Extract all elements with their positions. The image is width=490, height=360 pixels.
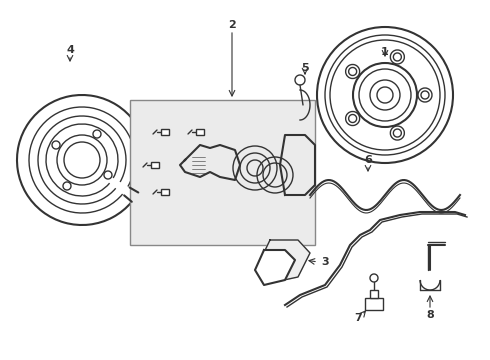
Text: 7: 7	[354, 313, 362, 323]
Text: 5: 5	[301, 63, 309, 73]
Bar	[151, 162, 159, 168]
Polygon shape	[255, 250, 295, 285]
Text: 6: 6	[364, 155, 372, 165]
Text: 2: 2	[228, 20, 236, 30]
Text: 4: 4	[66, 45, 74, 55]
Text: 8: 8	[426, 310, 434, 320]
Bar	[365, 298, 383, 310]
Text: 1: 1	[381, 47, 389, 57]
Polygon shape	[258, 240, 310, 283]
Bar	[130, 100, 315, 245]
Bar	[370, 290, 378, 298]
Bar	[161, 189, 169, 195]
Bar	[161, 129, 169, 135]
Bar	[196, 129, 204, 135]
Text: 3: 3	[321, 257, 329, 267]
